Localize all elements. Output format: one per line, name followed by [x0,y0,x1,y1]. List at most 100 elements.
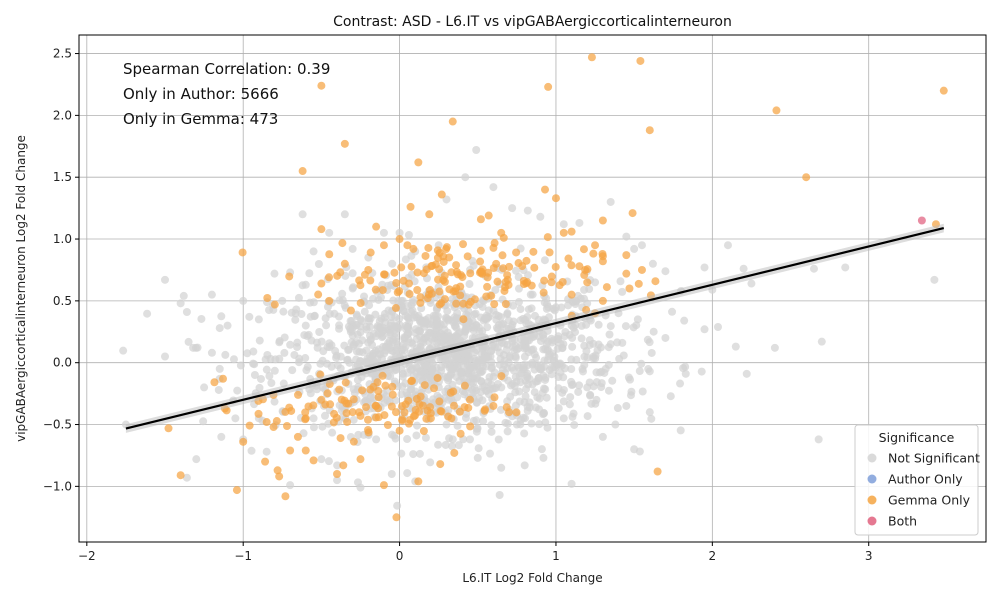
not-significant-point [301,321,310,330]
not-significant-point [207,290,216,299]
not-significant-point [566,393,575,402]
not-significant-point [301,280,310,289]
not-significant-point [379,228,388,237]
gemma-only-point [540,276,549,285]
not-significant-point [347,326,356,335]
x-tick-label: −2 [78,549,96,563]
not-significant-point [575,381,584,390]
not-significant-point [286,481,295,490]
not-significant-point [583,412,592,421]
gemma-only-point [466,422,475,431]
gemma-only-point [219,374,228,383]
not-significant-point [645,408,654,417]
not-significant-point [444,316,453,325]
not-significant-point [316,359,325,368]
gemma-only-point [364,265,373,274]
not-significant-point [358,348,367,357]
not-significant-point [352,310,361,319]
gemma-only-point [466,297,475,306]
gemma-only-point [420,381,429,390]
gemma-only-point [388,390,397,399]
not-significant-point [491,285,500,294]
gemma-only-point [416,298,425,307]
not-significant-point [343,356,352,365]
not-significant-point [387,430,396,439]
not-significant-point [197,314,206,323]
legend-marker [867,474,877,484]
gemma-only-point [450,401,459,410]
not-significant-point [297,310,306,319]
not-significant-point [487,346,496,355]
gemma-only-point [519,276,528,285]
not-significant-point [270,366,279,375]
gemma-only-point [245,421,254,430]
gemma-only-point [567,227,576,236]
not-significant-point [630,244,639,253]
not-significant-point [739,264,748,273]
not-significant-point [192,455,201,464]
gemma-only-point [499,264,508,273]
gemma-only-point [503,271,512,280]
gemma-only-point [414,158,423,167]
not-significant-point [598,432,607,441]
not-significant-point [537,445,546,454]
not-significant-point [814,435,823,444]
not-significant-point [348,269,357,278]
not-significant-point [407,338,416,347]
not-significant-point [472,424,481,433]
not-significant-point [541,344,550,353]
not-significant-point [585,336,594,345]
not-significant-point [373,322,382,331]
not-significant-point [469,323,478,332]
gemma-only-point [581,265,590,274]
gemma-only-point [304,402,313,411]
gemma-only-point [547,272,556,281]
not-significant-point [817,337,826,346]
gemma-only-point [317,225,326,234]
gemma-only-point [397,263,406,272]
not-significant-point [440,325,449,334]
not-significant-point [442,420,451,429]
gemma-only-point [262,418,271,427]
gemma-only-point [459,315,468,324]
not-significant-point [270,269,279,278]
gemma-only-point [481,405,490,414]
gemma-only-point [340,139,349,148]
not-significant-point [119,346,128,355]
x-tick-label: 0 [396,549,404,563]
gemma-only-point [449,387,458,396]
not-significant-point [515,371,524,380]
not-significant-point [431,311,440,320]
not-significant-point [613,338,622,347]
gemma-only-point [465,395,474,404]
gemma-only-point [272,417,281,426]
gemma-only-point [317,279,326,288]
gemma-only-point [416,293,425,302]
not-significant-point [533,393,542,402]
not-significant-point [245,312,254,321]
not-significant-point [340,210,349,219]
gemma-only-point [433,374,442,383]
gemma-only-point [343,417,352,426]
y-tick-label: −0.5 [43,418,72,432]
not-significant-point [305,269,314,278]
not-significant-point [233,386,242,395]
gemma-only-point [398,402,407,411]
gemma-only-point [541,185,550,194]
not-significant-point [595,368,604,377]
gemma-only-point [356,299,365,308]
not-significant-point [574,387,583,396]
not-significant-point [597,379,606,388]
not-significant-point [279,307,288,316]
not-significant-point [559,220,568,229]
not-significant-point [626,375,635,384]
legend-label: Gemma Only [888,493,971,508]
gemma-only-point [567,261,576,270]
not-significant-point [619,351,628,360]
gemma-only-point [164,424,173,433]
y-tick-label: −1.0 [43,479,72,493]
not-significant-point [448,442,457,451]
not-significant-point [321,314,330,323]
gemma-only-point [340,259,349,268]
not-significant-point [535,420,544,429]
